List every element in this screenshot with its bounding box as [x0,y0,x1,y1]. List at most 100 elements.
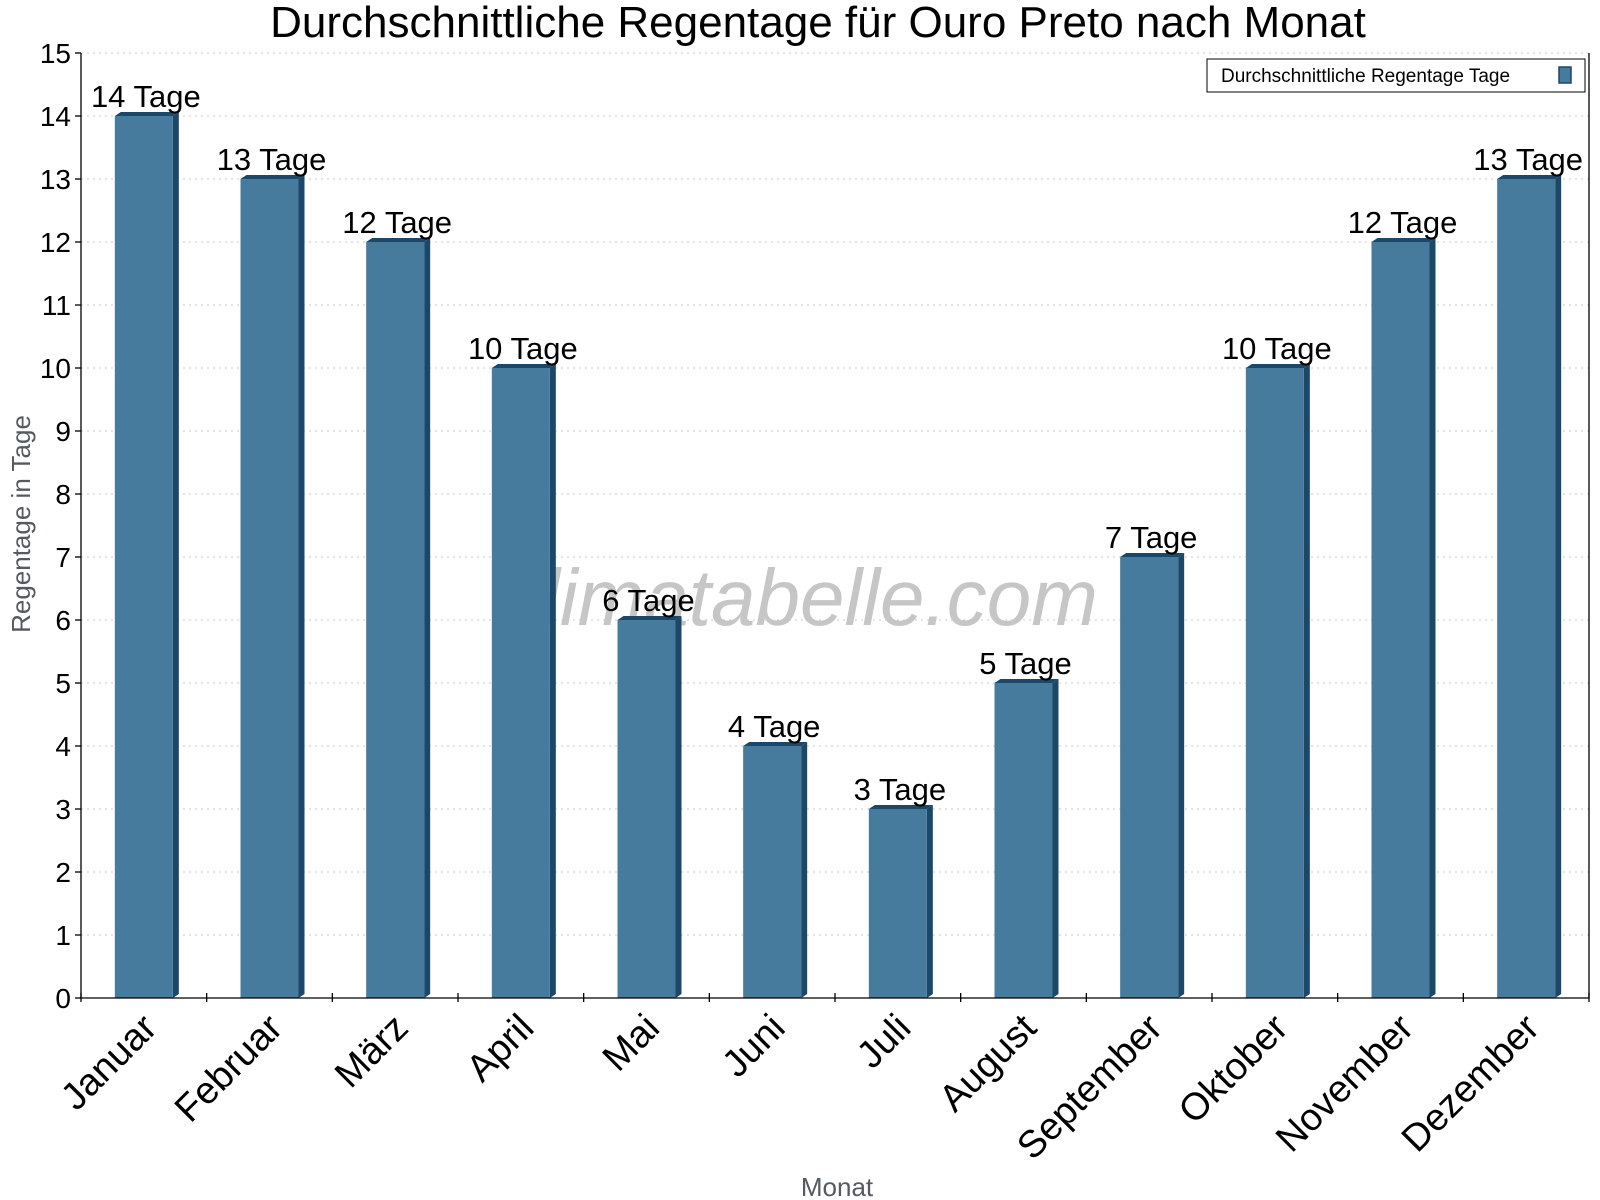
bar-side [549,364,556,998]
bar-side [172,112,179,998]
bar-juli [868,805,933,998]
bar-top [1371,238,1436,242]
bar-front [868,809,927,998]
x-tick-label: Juni [715,1007,794,1086]
bar-top [114,112,179,116]
x-tick-label: Januar [53,1006,165,1118]
bar-top [240,175,305,179]
bar-front [491,368,550,998]
bar-september [1120,553,1185,998]
y-axis-label: Regentage in Tage [6,415,36,633]
watermark: klimatabelle.com [502,553,1098,642]
bar-side [926,805,933,998]
data-label: 10 Tage [1222,331,1332,366]
x-tick-label: Februar [167,1006,291,1130]
bar-märz [366,238,431,998]
y-tick-label: 5 [55,668,71,699]
bar-januar [114,112,179,998]
x-tick-label: April [459,1007,542,1090]
legend: Durchschnittliche Regentage Tage [1206,58,1586,93]
bar-side [1555,175,1562,998]
bar-side [1429,238,1436,998]
x-tick-label: März [327,1007,416,1096]
data-label: 12 Tage [342,205,452,240]
bar-top [366,238,431,242]
bar-top [617,616,682,620]
bar-februar [240,175,305,998]
bar-front [240,179,299,998]
y-tick-label: 0 [55,983,71,1014]
bar-dezember [1497,175,1562,998]
data-labels: 14 Tage 13 Tage 12 Tage 10 Tage 6 Tage 4 Tage… [91,79,1583,807]
x-axis-ticks: Januar Februar März April Mai Juni Juli AugustS… [53,993,1590,1168]
y-tick-label: 12 [40,227,71,258]
bar-mai [617,616,682,998]
bar-side [424,238,431,998]
bar-top [868,805,933,809]
legend-entry-label: Durchschnittliche Regentage Tage [1221,66,1510,87]
bar-side [801,742,808,998]
x-axis-label: Monat [801,1172,874,1200]
bar-side [1052,679,1059,998]
y-tick-label: 6 [55,605,71,636]
data-label: 10 Tage [468,331,578,366]
bar-juni [743,742,808,998]
y-tick-label: 15 [40,38,71,69]
bars [114,112,1562,998]
x-tick-label: August [932,1006,1046,1120]
data-label: 12 Tage [1348,205,1458,240]
bar-side [1178,553,1185,998]
bar-front [1245,368,1304,998]
bar-front [114,116,173,998]
grid-lines [81,52,1589,936]
bar-front [366,242,425,998]
bar-oktober [1245,364,1310,998]
bar-april [491,364,556,998]
bar-front [1120,557,1179,998]
y-tick-label: 1 [55,920,71,951]
bar-side [675,616,682,998]
x-tick-label: November [1268,1006,1422,1160]
y-tick-label: 10 [40,353,71,384]
bar-side [1303,364,1310,998]
bar-front [1371,242,1430,998]
chart-title: Durchschnittliche Regentage für Ouro Pre… [270,0,1366,47]
data-label: 13 Tage [217,142,327,177]
bar-front [994,683,1053,998]
bar-front [743,746,802,998]
bar-side [298,175,305,998]
bar-front [617,620,676,998]
data-label: 13 Tage [1473,142,1583,177]
y-tick-label: 2 [55,857,71,888]
x-tick-label: Dezember [1394,1006,1548,1160]
bar-november [1371,238,1436,998]
data-label: 4 Tage [728,709,821,744]
bar-top [1497,175,1562,179]
data-label: 6 Tage [602,583,695,618]
bar-top [1245,364,1310,368]
bar-front [1497,179,1556,998]
x-tick-label: Mai [595,1007,668,1080]
y-tick-label: 13 [40,164,71,195]
x-tick-label: Oktober [1171,1006,1297,1132]
y-tick-label: 8 [55,479,71,510]
data-label: 3 Tage [854,772,947,807]
data-label: 14 Tage [91,79,201,114]
legend-swatch [1558,66,1572,84]
bar-top [491,364,556,368]
y-tick-label: 11 [42,290,71,321]
data-label: 5 Tage [979,646,1072,681]
y-tick-label: 3 [55,794,71,825]
bar-august [994,679,1059,998]
y-tick-label: 14 [40,101,71,132]
bar-top [743,742,808,746]
data-label: 7 Tage [1105,520,1198,555]
legend-box [1206,58,1586,93]
bar-top [994,679,1059,683]
y-tick-label: 9 [55,416,71,447]
y-tick-label: 4 [55,731,71,762]
x-tick-label: Juli [849,1007,919,1077]
y-tick-label: 7 [55,542,71,573]
